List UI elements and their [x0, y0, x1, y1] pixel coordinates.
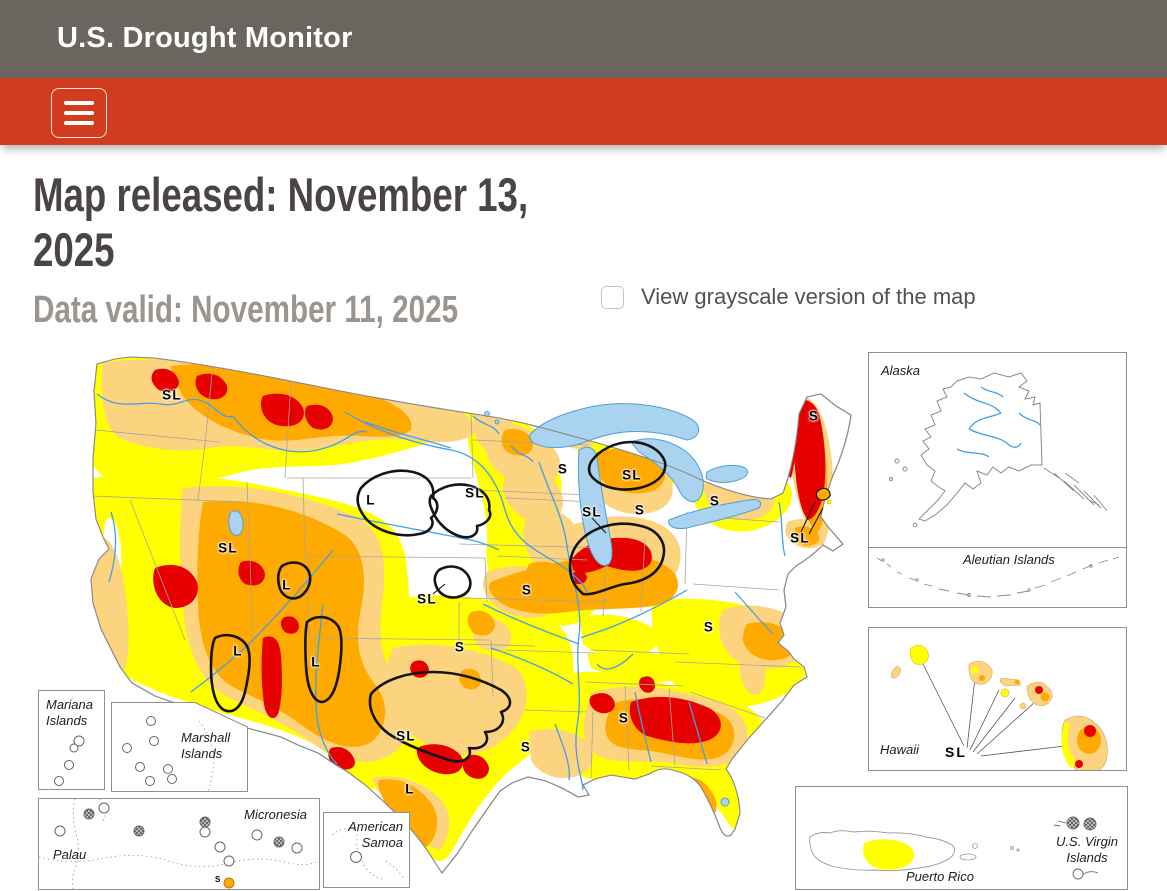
drought-impact-marker-sl: SL	[417, 591, 437, 607]
drought-impact-marker-s: S	[634, 502, 646, 518]
drought-impact-marker-sl: SL	[465, 485, 485, 501]
micronesia-palau-inset: Palau Micronesia S	[38, 798, 320, 890]
aleutian-islands-svg	[876, 556, 1120, 598]
data-valid-heading: Data valid: November 11, 2025	[33, 289, 459, 331]
grayscale-toggle-row: View grayscale version of the map	[601, 284, 976, 310]
d3-extreme-drought-areas	[151, 368, 826, 779]
hawaii-inset: Hawaii SL	[868, 627, 1127, 771]
map-released-heading: Map released: November 13, 2025	[33, 168, 529, 276]
grayscale-checkbox[interactable]	[601, 286, 624, 309]
drought-impact-marker-s: S	[618, 710, 630, 726]
hamburger-menu-button[interactable]	[51, 88, 107, 138]
mariana-islands-svg	[54, 735, 85, 786]
site-title: U.S. Drought Monitor	[57, 22, 353, 54]
alaska-label: Alaska	[881, 363, 921, 378]
hawaii-label: Hawaii	[880, 742, 920, 758]
alaska-inset: Alaska Aleutian Islands	[868, 352, 1127, 608]
marshall-islands-svg	[111, 702, 248, 792]
conus-map-svg	[90, 356, 852, 874]
rivers	[96, 393, 786, 791]
drought-impact-marker-sl: SL	[396, 728, 416, 744]
drought-impact-marker-s: S	[703, 619, 715, 635]
drought-impact-marker-l: L	[233, 643, 243, 659]
american-samoa-label: American Samoa	[348, 819, 403, 850]
nav-bar	[0, 78, 1167, 145]
puerto-rico-inset: Puerto Rico U.S. Virgin Islands	[795, 786, 1128, 890]
american-samoa-svg	[331, 828, 405, 880]
aleutian-islands-label: Aleutian Islands	[963, 552, 1055, 567]
drought-impact-marker-s: S	[808, 408, 820, 424]
micronesia-impact-marker: S	[215, 875, 221, 884]
puerto-rico-map-svg	[809, 816, 1099, 880]
grayscale-checkbox-label[interactable]: View grayscale version of the map	[641, 284, 976, 309]
palau-label: Palau	[53, 847, 87, 862]
drought-impact-marker-sl: SL	[162, 387, 182, 403]
drought-impact-marker-l: L	[311, 654, 321, 670]
drought-impact-marker-s: S	[454, 639, 466, 655]
impact-area-outlines	[209, 440, 667, 763]
drought-impact-marker-l: L	[405, 781, 415, 797]
drought-impact-marker-sl: SL	[622, 467, 642, 483]
mariana-islands-label: Mariana Islands	[46, 697, 93, 728]
drought-impact-marker-s: S	[557, 461, 569, 477]
hawaii-impact-marker: SL	[945, 744, 967, 760]
alaska-map-svg	[889, 372, 1108, 528]
conus-drought-map[interactable]: SL S SL L SL SL S S S SL SL L SL S S L L S S SL S L	[35, 350, 855, 890]
puerto-rico-label: Puerto Rico	[906, 869, 974, 884]
site-header: U.S. Drought Monitor	[0, 0, 1167, 78]
drought-impact-marker-sl: SL	[582, 504, 602, 520]
micronesia-label: Micronesia	[244, 807, 307, 822]
marshall-islands-inset: Marshall Islands	[111, 702, 248, 792]
hamburger-icon	[64, 101, 94, 105]
drought-impact-marker-s: S	[709, 493, 721, 509]
drought-impact-marker-l: L	[366, 492, 376, 508]
marker-leader-lines	[432, 501, 824, 595]
mariana-islands-inset: Mariana Islands	[38, 690, 105, 790]
drought-impact-marker-l: L	[282, 577, 292, 593]
marshall-islands-label: Marshall Islands	[181, 730, 231, 761]
drought-impact-marker-sl: SL	[790, 530, 810, 546]
micronesia-palau-svg	[39, 799, 319, 889]
alaska-aleutian-divider	[869, 547, 1126, 548]
drought-impact-marker-s: S	[521, 582, 533, 598]
hawaii-map-svg	[890, 644, 1108, 770]
us-virgin-islands-label: U.S. Virgin Islands	[1056, 834, 1118, 865]
drought-impact-marker-sl: SL	[218, 540, 238, 556]
american-samoa-inset: American Samoa	[323, 812, 410, 888]
drought-impact-marker-s: S	[520, 739, 532, 755]
micronesia-drought-island	[223, 877, 235, 889]
